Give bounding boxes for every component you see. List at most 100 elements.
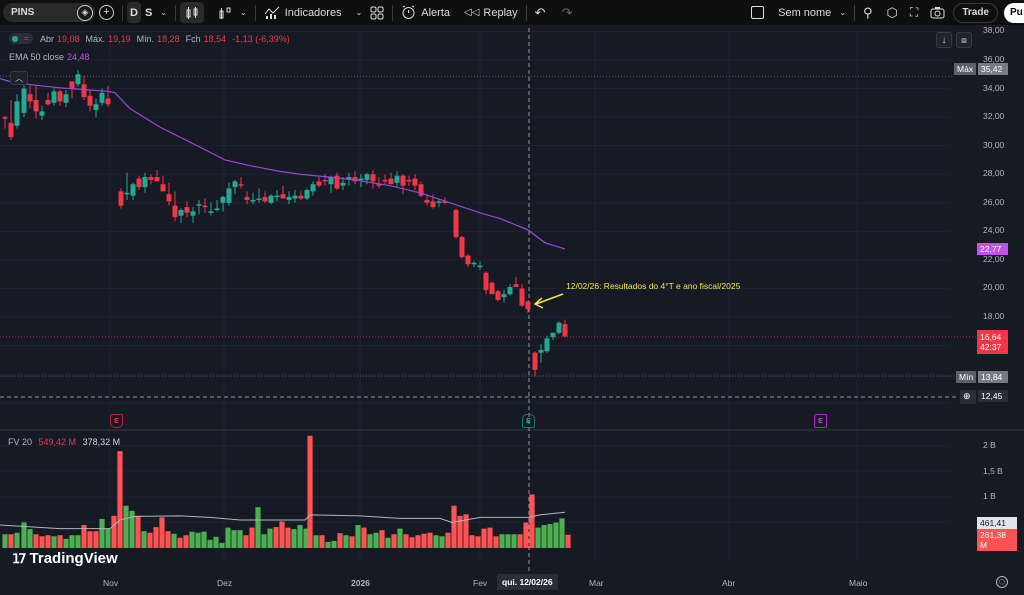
symbol-label: PINS: [11, 7, 35, 18]
divider: [392, 4, 394, 21]
quick-search-button[interactable]: ⚲: [859, 0, 877, 25]
arrow-down-icon: ↓: [941, 34, 947, 46]
indicators-button[interactable]: Indicadores: [260, 0, 346, 25]
equal-icon: =: [24, 33, 29, 43]
max-label: Máx: [957, 64, 974, 74]
replay-label: Replay: [483, 6, 518, 19]
interval-week-button[interactable]: S: [141, 0, 156, 25]
add-symbol-button[interactable]: +: [95, 0, 118, 25]
undo-icon: ↶: [534, 4, 546, 20]
divider: [525, 4, 527, 21]
chart-area[interactable]: [0, 25, 1024, 595]
last-price-tag: 16,64 42:37: [977, 330, 1008, 354]
divider: [122, 4, 123, 21]
low-label: Mín.: [136, 33, 155, 44]
price-tick: 24,00: [983, 225, 1005, 236]
chevron-down-icon: ⌄: [839, 8, 847, 17]
time-tick: Mar: [589, 578, 604, 588]
layout-name-button[interactable]: Sem nome ⌄: [774, 0, 850, 25]
open-label: Abr: [40, 33, 55, 44]
layout-name-label: Sem nome: [778, 6, 832, 19]
publish-button[interactable]: Pu: [1004, 2, 1024, 23]
scroll-to-latest-button[interactable]: ↓: [936, 32, 952, 48]
chevron-down-icon: ⌄: [240, 8, 247, 17]
earnings-icon: E: [818, 417, 823, 425]
earnings-marker-upcoming[interactable]: E: [814, 414, 827, 428]
price-tick: 36,00: [983, 54, 1005, 64]
indicators-dropdown[interactable]: ⌄: [352, 0, 367, 25]
snapshot-button[interactable]: [926, 0, 949, 25]
publish-label: Pu: [1010, 7, 1023, 18]
interval-week-label: S: [144, 6, 153, 19]
ohlc-legend: = Abr 19,08 Máx. 19,19 Mín. 18,28 Fch 18,54 …: [9, 33, 290, 44]
time-tick: Abr: [722, 578, 736, 588]
earnings-marker-recent[interactable]: E: [522, 414, 535, 428]
compare-icon[interactable]: ◈: [77, 4, 93, 21]
high-label: Máx.: [85, 33, 106, 44]
fullscreen-button[interactable]: ⛶: [906, 0, 922, 25]
alert-label: Alerta: [421, 6, 451, 19]
square-icon: [751, 6, 765, 19]
tradingview-logo[interactable]: 𝟣𝟩 TradingView: [12, 550, 118, 567]
crosshair-date-tag: qui. 12/02/26: [497, 574, 558, 590]
redo-button[interactable]: ↷: [558, 0, 577, 25]
earnings-marker-past[interactable]: E: [110, 414, 123, 428]
maximize-icon: ⧈: [961, 34, 967, 45]
volume-tick: 1 B: [983, 491, 996, 501]
price-tick: 30,00: [983, 139, 1005, 150]
layout-checkbox[interactable]: [747, 0, 768, 25]
time-axis-settings-button[interactable]: ⬡: [996, 576, 1008, 588]
ema-value: 24,48: [67, 52, 90, 62]
tradingview-logo-icon: 𝟣𝟩: [12, 550, 26, 566]
collapse-legend-button[interactable]: ︿: [10, 71, 28, 85]
interval-day-button[interactable]: D: [127, 2, 141, 23]
volume-last-tag: 261,38 M: [977, 529, 1017, 551]
ema-price-tag: 22,77: [977, 243, 1008, 255]
volume-value: 549,42 M: [38, 437, 77, 447]
volume-tick: 2 B: [983, 440, 996, 450]
restore-pane-button[interactable]: ⧈: [956, 32, 972, 48]
ema-legend[interactable]: EMA 50 close 24,48: [9, 52, 90, 62]
symbol-search[interactable]: PINS ◈: [3, 3, 95, 22]
trade-label: Trade: [962, 7, 989, 18]
settings-button[interactable]: ⬡: [883, 0, 902, 25]
volume-label: FV 20: [8, 437, 33, 447]
crosshair-add-button[interactable]: ⊕: [960, 390, 976, 404]
bars-icon: [219, 7, 231, 19]
undo-button[interactable]: ↶: [531, 0, 550, 25]
interval-day-label: D: [130, 6, 138, 19]
volume-tick: 1,5 B: [983, 466, 1003, 476]
bar-type-button[interactable]: [214, 0, 236, 25]
tradingview-logo-text: TradingView: [29, 550, 118, 567]
price-tick: 34,00: [983, 82, 1005, 93]
price-tick: 18,00: [983, 311, 1005, 322]
annotation-text: 12/02/26: Resultados do 4°T e ano fiscal…: [566, 281, 741, 291]
earnings-annotation[interactable]: 12/02/26: Resultados do 4°T e ano fiscal…: [566, 281, 740, 291]
grid-lines: [0, 28, 1024, 572]
candlesticks: [0, 69, 568, 377]
time-tick: Fev: [473, 578, 488, 588]
legend-toggles[interactable]: =: [9, 33, 33, 44]
candles-chart-type-button[interactable]: [180, 2, 204, 23]
divider: [175, 4, 176, 21]
replay-button[interactable]: ◁◁ Replay: [460, 0, 522, 25]
volume-last-tag-value: 261,38 M: [980, 530, 1006, 550]
chevron-up-icon: ︿: [15, 73, 23, 83]
camera-icon: [930, 7, 945, 19]
trade-button[interactable]: Trade: [953, 2, 998, 23]
time-tick: Maio: [849, 578, 868, 588]
min-label: Mín: [959, 372, 974, 382]
chart-type-dropdown[interactable]: ⌄: [236, 0, 251, 25]
plus-circle-icon: ⊕: [963, 391, 971, 401]
close-value: 18,54: [203, 33, 227, 44]
price-tick: 38,00: [983, 25, 1005, 36]
grid-icon: [370, 6, 384, 19]
ema-price-value: 22,77: [980, 244, 1002, 254]
gear-icon: ⬡: [998, 579, 1006, 586]
interval-dropdown[interactable]: ⌄: [156, 0, 171, 25]
layouts-button[interactable]: [366, 0, 388, 25]
alert-button[interactable]: Alerta: [397, 0, 454, 25]
close-label: Fch: [185, 33, 201, 44]
volume-legend[interactable]: FV 20 549,42 M 378,32 M: [8, 437, 120, 447]
